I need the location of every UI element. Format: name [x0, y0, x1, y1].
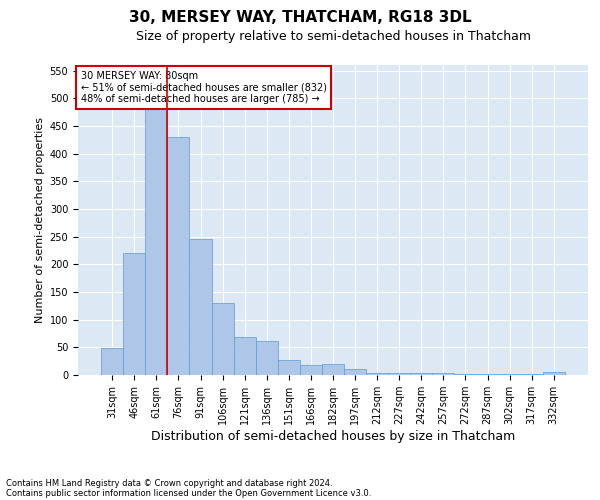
Bar [212, 303, 233, 375]
Text: 30, MERSEY WAY, THATCHAM, RG18 3DL: 30, MERSEY WAY, THATCHAM, RG18 3DL [128, 10, 472, 25]
Bar [300, 365, 322, 375]
Bar [278, 360, 300, 375]
Bar [101, 348, 123, 375]
Y-axis label: Number of semi-detached properties: Number of semi-detached properties [35, 117, 46, 323]
Bar [123, 253, 145, 375]
X-axis label: Distribution of semi-detached houses by size in Thatcham: Distribution of semi-detached houses by … [151, 430, 515, 443]
Text: Contains HM Land Registry data © Crown copyright and database right 2024.: Contains HM Land Registry data © Crown c… [6, 478, 332, 488]
Bar [190, 240, 212, 375]
Title: Size of property relative to semi-detached houses in Thatcham: Size of property relative to semi-detach… [136, 30, 530, 43]
Bar [256, 340, 278, 375]
Bar [433, 374, 454, 375]
Bar [233, 338, 256, 375]
Bar [167, 137, 190, 375]
Bar [322, 364, 344, 375]
Text: 30 MERSEY WAY: 80sqm
← 51% of semi-detached houses are smaller (832)
48% of semi: 30 MERSEY WAY: 80sqm ← 51% of semi-detac… [80, 71, 326, 104]
Bar [145, 92, 167, 375]
Bar [521, 374, 543, 375]
Bar [388, 373, 410, 375]
Bar [476, 374, 499, 375]
Text: Contains public sector information licensed under the Open Government Licence v3: Contains public sector information licen… [6, 488, 371, 498]
Bar [410, 373, 433, 375]
Bar [366, 373, 388, 375]
Bar [499, 374, 521, 375]
Bar [454, 374, 476, 375]
Bar [543, 372, 565, 375]
Bar [344, 370, 366, 375]
